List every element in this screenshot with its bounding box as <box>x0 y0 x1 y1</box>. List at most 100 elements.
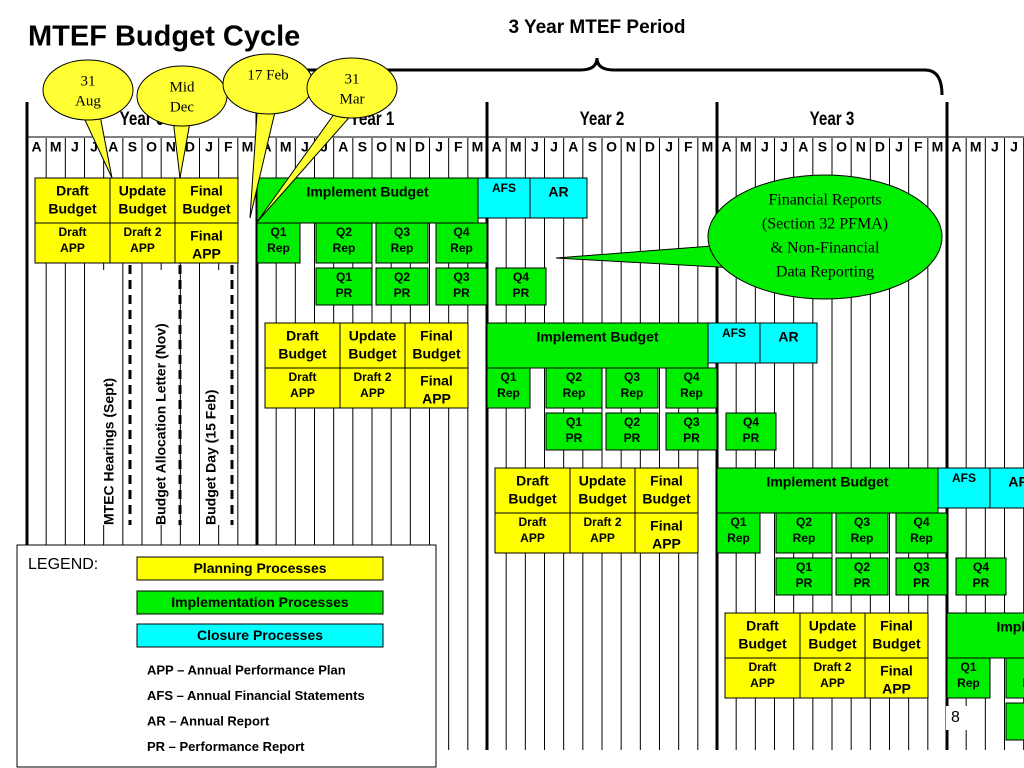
process-label: Budget <box>508 491 557 507</box>
abbreviation: PR – Performance Report <box>147 739 305 754</box>
process-box <box>375 222 429 264</box>
legend-title: LEGEND: <box>28 556 98 573</box>
process-label: AR <box>548 184 568 200</box>
process-label: PR <box>513 286 530 300</box>
milestone-label-bg <box>153 270 171 525</box>
legend-label: Closure Processes <box>197 627 323 643</box>
process-box <box>775 512 833 554</box>
report-text: Data Reporting <box>776 264 874 281</box>
month-label: A <box>568 139 578 155</box>
process-label: Q2 <box>566 370 582 384</box>
process-box <box>665 412 718 451</box>
process-label: AR <box>1008 474 1024 490</box>
process-box <box>955 557 1007 596</box>
process-label: Draft <box>516 473 549 489</box>
process-box <box>835 557 889 596</box>
process-label: PR <box>394 286 411 300</box>
process-label: AFS <box>952 471 976 485</box>
legend-swatch <box>136 590 384 615</box>
process-box <box>634 467 699 514</box>
process-label: Rep <box>333 241 356 255</box>
process-box <box>495 267 547 306</box>
process-label: APP <box>360 386 385 400</box>
legend-swatch <box>136 556 384 581</box>
process-label: Budget <box>808 636 857 652</box>
process-box <box>799 612 866 659</box>
process-label: Rep <box>497 386 520 400</box>
process-label: Q1 <box>270 225 286 239</box>
report-text: Financial Reports <box>768 192 881 209</box>
month-label: J <box>205 139 213 155</box>
legend-swatch <box>136 623 384 648</box>
page-number: 8 <box>951 709 960 726</box>
month-label: M <box>280 139 292 155</box>
month-label: J <box>665 139 673 155</box>
process-label: Final <box>420 328 453 344</box>
process-label: Q2 <box>336 225 352 239</box>
month-label: J <box>895 139 903 155</box>
month-label: A <box>798 139 808 155</box>
process-label: Budget <box>348 346 397 362</box>
process-box <box>486 367 531 409</box>
process-box <box>315 222 373 264</box>
milestone-label-bg <box>203 270 221 525</box>
process-box <box>835 512 889 554</box>
process-box <box>256 222 301 264</box>
process-label: Budget <box>412 346 461 362</box>
month-label: A <box>952 139 962 155</box>
process-label: Budget <box>738 636 787 652</box>
month-label: D <box>185 139 195 155</box>
process-label: Rep <box>1023 676 1024 690</box>
month-label: J <box>780 139 788 155</box>
month-label: M <box>970 139 982 155</box>
month-label: F <box>454 139 463 155</box>
month-label: D <box>875 139 885 155</box>
process-label: Budget <box>118 201 167 217</box>
process-label: Final <box>880 663 913 679</box>
process-label: Q3 <box>683 415 699 429</box>
month-label: J <box>550 139 558 155</box>
month-label: J <box>1010 139 1018 155</box>
month-label: J <box>71 139 79 155</box>
process-label: Q2 <box>796 515 812 529</box>
milestone-label: MTEC Hearings (Sept) <box>101 378 117 525</box>
process-box <box>34 222 111 264</box>
process-label: Rep <box>851 531 874 545</box>
report-text: & Non-Financial <box>771 240 880 257</box>
process-label: PR <box>743 431 760 445</box>
process-label: AR <box>778 329 798 345</box>
process-label: Q3 <box>913 560 929 574</box>
process-label: Rep <box>957 676 980 690</box>
callout-text: Aug <box>75 93 101 109</box>
process-label: Draft 2 <box>353 370 391 384</box>
month-label: J <box>435 139 443 155</box>
process-label: PR <box>913 576 930 590</box>
abbreviation: APP – Annual Performance Plan <box>147 662 346 677</box>
month-label: M <box>472 139 484 155</box>
process-label: Q1 <box>336 270 352 284</box>
callout-text: 31 <box>81 73 96 89</box>
month-label: O <box>836 139 847 155</box>
process-box <box>339 322 406 369</box>
process-label: Q4 <box>973 560 989 574</box>
month-label: O <box>146 139 157 155</box>
process-label: PR <box>683 431 700 445</box>
process-label: AFS <box>492 181 516 195</box>
process-label: Q3 <box>394 225 410 239</box>
month-label: F <box>224 139 233 155</box>
legend-label: Implementation Processes <box>171 594 349 610</box>
month-label: M <box>740 139 752 155</box>
process-box <box>716 467 939 514</box>
page-number-bg <box>946 706 970 730</box>
month-label: N <box>856 139 866 155</box>
process-label: Final <box>880 618 913 634</box>
process-label: Rep <box>391 241 414 255</box>
process-label: Q4 <box>683 370 699 384</box>
process-label: Budget <box>642 491 691 507</box>
month-label: M <box>932 139 944 155</box>
process-box <box>264 322 341 369</box>
process-box <box>605 367 659 409</box>
process-box <box>605 412 659 451</box>
period-label: 3 Year MTEF Period <box>508 17 685 38</box>
